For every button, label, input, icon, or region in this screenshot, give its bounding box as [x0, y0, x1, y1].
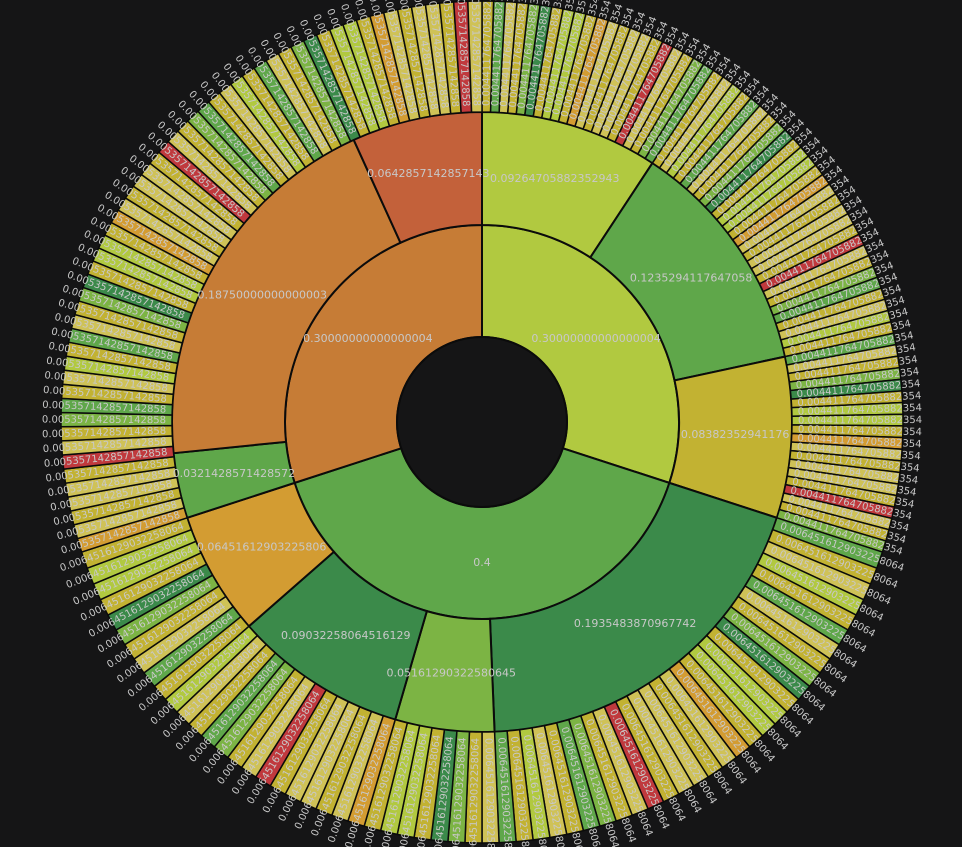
outer-slice-label: 0.0064516129032258064	[468, 738, 482, 847]
segment-labels: 0.30000000000000004 0.4 0.3000000000000000…	[42, 0, 922, 847]
middle-segment-label: 0.18750000000000003	[197, 289, 326, 302]
middle-segment-label: 0.0642857142857143	[367, 167, 489, 180]
middle-segment-label: 0.05161290322580645	[387, 667, 516, 680]
outer-slice-label: 0.004411764705882354	[481, 0, 494, 106]
middle-segment-label: 0.1235294117647058	[630, 272, 752, 285]
middle-segment-label: 0.0321428571428572	[173, 467, 295, 480]
inner-segment-label: 0.30000000000000004	[531, 332, 660, 345]
middle-segment-label: 0.1935483870967742	[574, 617, 696, 630]
middle-segment-label: 0.09032258064516129	[281, 629, 410, 642]
middle-segment-label: 0.09264705882352943	[490, 172, 619, 185]
outer-slice-label: 0.004411764705882354	[798, 424, 922, 438]
outer-slice-label: 0.005357142857142858	[469, 0, 482, 106]
middle-segment-label: 0.08382352941176	[681, 428, 789, 441]
outer-slice	[467, 0, 483, 113]
outer-ring	[60, 0, 904, 844]
inner-ring	[284, 223, 680, 620]
outer-slice-label: 0.0064516129032258064	[482, 738, 496, 847]
inner-segment-label: 0.30000000000000004	[303, 332, 432, 345]
outer-slice-label: 0.005357142857142858	[42, 400, 166, 416]
outer-slice-label: 0.005357142857142858	[42, 426, 166, 440]
middle-segment-label: 0.06451612903225806	[197, 540, 326, 553]
outer-slice-label: 0.005357142857142858	[42, 415, 166, 427]
outer-slice-label: 0.004411764705882354	[798, 403, 922, 418]
inner-segment-label: 0.4	[473, 556, 491, 569]
center-hole	[396, 336, 568, 508]
outer-slice-label: 0.004411764705882354	[798, 415, 922, 427]
